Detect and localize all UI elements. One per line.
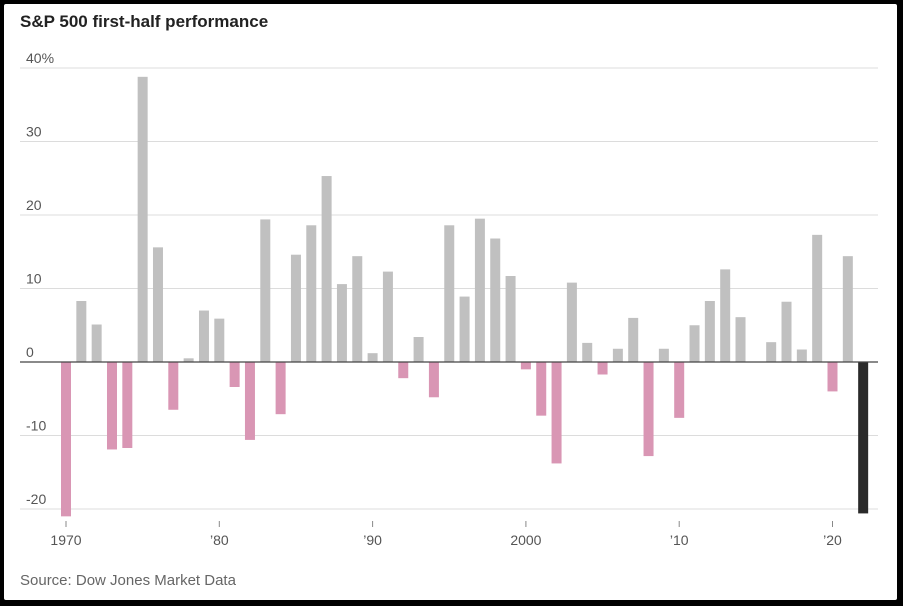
- chart-panel: S&P 500 first-half performance 40% 30 20 10…: [4, 4, 897, 600]
- x-tick-label: ’90: [363, 532, 382, 548]
- bar-2007: [628, 317, 639, 362]
- bar-1980: [214, 318, 225, 362]
- bar-2011: [689, 325, 700, 362]
- bar-1975: [137, 76, 148, 362]
- bar-2008: [643, 362, 654, 457]
- x-tick-label: ’80: [210, 532, 229, 548]
- bar-2013: [720, 269, 731, 362]
- bar-2000: [520, 362, 531, 370]
- y-tick-label: -10: [26, 418, 46, 434]
- bar-1990: [367, 353, 378, 362]
- bar-1987: [321, 176, 332, 362]
- bar-1971: [76, 300, 87, 362]
- y-tick-label: -20: [26, 491, 46, 507]
- bar-2010: [674, 362, 685, 418]
- bar-2022: [858, 362, 869, 514]
- bar-2020: [827, 362, 838, 392]
- bar-1973: [106, 362, 117, 450]
- y-tick-label: 0: [26, 344, 34, 360]
- bar-1993: [413, 337, 424, 362]
- bar-1972: [91, 324, 102, 362]
- bar-1995: [444, 225, 455, 362]
- x-tick-label: 2000: [510, 532, 541, 548]
- bar-1974: [122, 362, 133, 448]
- bar-1991: [382, 271, 393, 362]
- x-tick-label: ’10: [670, 532, 689, 548]
- bar-1998: [490, 238, 501, 362]
- bar-2009: [658, 348, 669, 362]
- y-tick-label: 40%: [26, 50, 54, 66]
- bar-1986: [306, 225, 317, 362]
- bar-2014: [735, 317, 746, 362]
- bar-1988: [336, 284, 347, 362]
- bar-1979: [198, 310, 209, 362]
- bar-1970: [61, 362, 71, 517]
- bar-2012: [704, 300, 715, 362]
- bar-2018: [796, 349, 807, 362]
- bar-1997: [474, 218, 485, 362]
- bar-1994: [428, 362, 439, 398]
- bar-2002: [551, 362, 562, 464]
- bar-1978: [183, 358, 194, 362]
- y-tick-label: 30: [26, 124, 42, 140]
- bar-1976: [152, 247, 163, 362]
- bar-1984: [275, 362, 286, 415]
- bar-chart: 40% 30 20 10 0 -10 -20 1970 ’80 ’90 2000 ’10 ’20: [20, 50, 878, 548]
- bar-2001: [536, 362, 547, 416]
- bar-1999: [505, 276, 516, 362]
- bar-2006: [612, 348, 623, 362]
- bar-1985: [290, 254, 301, 362]
- bar-2004: [582, 342, 593, 362]
- bar-2021: [842, 256, 853, 362]
- bar-2005: [597, 362, 608, 375]
- bar-1983: [260, 219, 271, 362]
- chart-title: S&P 500 first-half performance: [20, 12, 269, 31]
- bar-1992: [398, 362, 409, 379]
- source-note: Source: Dow Jones Market Data: [20, 572, 236, 589]
- bar-1996: [459, 296, 470, 362]
- bar-1989: [352, 256, 363, 362]
- y-tick-label: 20: [26, 197, 42, 213]
- bar-1977: [168, 362, 179, 410]
- bar-2016: [766, 342, 777, 362]
- bar-1981: [229, 362, 240, 387]
- x-tick-label: ’20: [823, 532, 842, 548]
- bar-2019: [812, 234, 823, 362]
- bar-2003: [566, 282, 577, 362]
- x-tick-label: 1970: [50, 532, 81, 548]
- y-tick-label: 10: [26, 271, 42, 287]
- bar-2017: [781, 301, 792, 362]
- bar-1982: [244, 362, 255, 440]
